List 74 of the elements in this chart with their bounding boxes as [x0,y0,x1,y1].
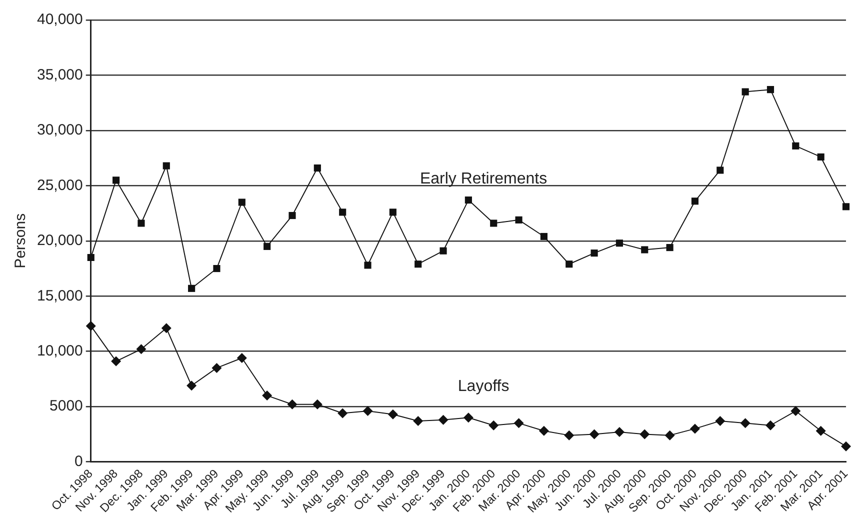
point [314,164,321,172]
point [716,166,724,174]
point [463,412,474,423]
point [111,356,122,366]
point [338,408,348,418]
point [841,441,851,452]
point [790,406,801,416]
point [538,426,549,436]
point [362,406,373,416]
point [664,430,675,440]
point [589,429,600,440]
point [288,212,296,220]
point [388,409,398,420]
series-label: Layoffs [458,378,510,396]
point [564,430,574,440]
point [766,86,774,94]
point [136,344,146,354]
point [161,323,172,334]
point [87,254,94,262]
point [262,390,272,401]
point [614,427,624,438]
point [287,399,298,410]
y-tick-label: 15,000 [36,287,83,304]
point [212,362,222,373]
point [339,208,346,216]
y-tick-label: 35,000 [36,66,83,84]
point [438,414,448,425]
point [817,153,824,160]
y-tick-label: 10,000 [36,342,83,360]
y-axis-title: Persons [12,213,30,268]
point [640,429,650,440]
point [236,352,247,363]
point [488,420,499,430]
point [186,380,197,391]
point [389,208,396,216]
point [162,162,170,170]
point [641,246,648,254]
y-tick-label: 0 [74,452,83,470]
point [715,416,726,426]
point [742,88,749,96]
point [515,216,522,224]
point [413,416,424,426]
point [691,198,699,205]
point [464,196,472,204]
point [440,247,447,254]
point [590,250,598,257]
point [566,260,573,268]
point [666,244,674,252]
point [616,240,623,247]
y-tick-label: 25,000 [36,176,83,194]
point [490,220,498,227]
y-tick-label: 5000 [50,398,83,415]
point [842,203,850,210]
point [540,232,548,240]
point [740,418,750,428]
point [312,399,322,410]
y-tick-label: 30,000 [36,122,83,139]
y-tick-label: 20,000 [36,232,83,250]
y-tick-label: 40,000 [36,11,83,28]
point [213,264,220,272]
point [765,420,776,430]
point [690,424,700,434]
point [514,418,524,428]
point [86,320,96,331]
series-label: Early Retirements [420,170,548,188]
point [364,262,372,269]
point [414,260,422,268]
point [792,142,800,150]
point [264,242,271,250]
point [816,426,826,436]
point [112,176,120,184]
point [188,284,196,292]
point [238,198,246,206]
point [138,220,145,227]
